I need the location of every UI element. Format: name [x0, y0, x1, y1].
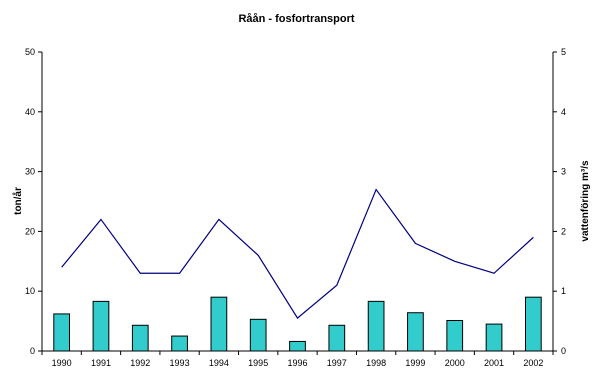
plot-area: 0 10 20 30 40 50 0 1 2 3 4 5 1990 1991 1992 1993 1994 199… [25, 47, 566, 368]
x-tick-label: 1992 [130, 358, 150, 368]
y-left-tick-label: 0 [30, 346, 35, 356]
bar-2000 [446, 320, 464, 352]
x-tick-label: 1994 [209, 358, 229, 368]
bar-2002 [524, 296, 542, 352]
bar-1992 [131, 324, 149, 352]
y-right-tick-label: 0 [561, 346, 566, 356]
y-left-tick-label: 50 [25, 47, 35, 57]
bar-1996 [289, 340, 306, 352]
chart-title: Råån - fosfortransport [238, 13, 354, 25]
x-tick-label: 1997 [327, 358, 347, 368]
x-tick-label: 1995 [248, 358, 268, 368]
y-left-tick-label: 20 [25, 226, 35, 236]
bar-1991 [92, 300, 110, 352]
x-tick-label: 2001 [484, 358, 504, 368]
y-right-tick-label: 2 [561, 226, 566, 236]
bar-1994 [210, 296, 228, 352]
y-left-tick-label: 30 [25, 167, 35, 177]
y-left-tick-label: 40 [25, 107, 35, 117]
x-tick-label: 1993 [170, 358, 190, 368]
flow-line [61, 188, 534, 320]
x-tick-label: 1990 [52, 358, 72, 368]
x-tick-label: 1996 [287, 358, 307, 368]
bar-1998 [367, 300, 385, 352]
bar-1995 [249, 318, 267, 352]
bar-1997 [328, 324, 346, 352]
y-right-tick-label: 4 [561, 107, 566, 117]
y-right-tick-label: 3 [561, 167, 566, 177]
bar-2001 [485, 323, 503, 352]
y-right-tick-label: 1 [561, 286, 566, 296]
bar-1999 [407, 312, 424, 352]
y-axis-left-label: ton/år [12, 187, 24, 215]
x-tick-label: 1998 [366, 358, 386, 368]
bar-1990 [53, 313, 71, 352]
x-tick-label: 1991 [91, 358, 111, 368]
y-left-tick-label: 10 [25, 286, 35, 296]
x-tick-label: 2000 [445, 358, 465, 368]
y-right-tick-label: 5 [561, 47, 566, 57]
x-tick-label: 2002 [523, 358, 543, 368]
x-tick-label: 1999 [405, 358, 425, 368]
bar-1993 [171, 335, 188, 352]
y-axis-right-label: vattenföring m³/s [580, 160, 591, 242]
